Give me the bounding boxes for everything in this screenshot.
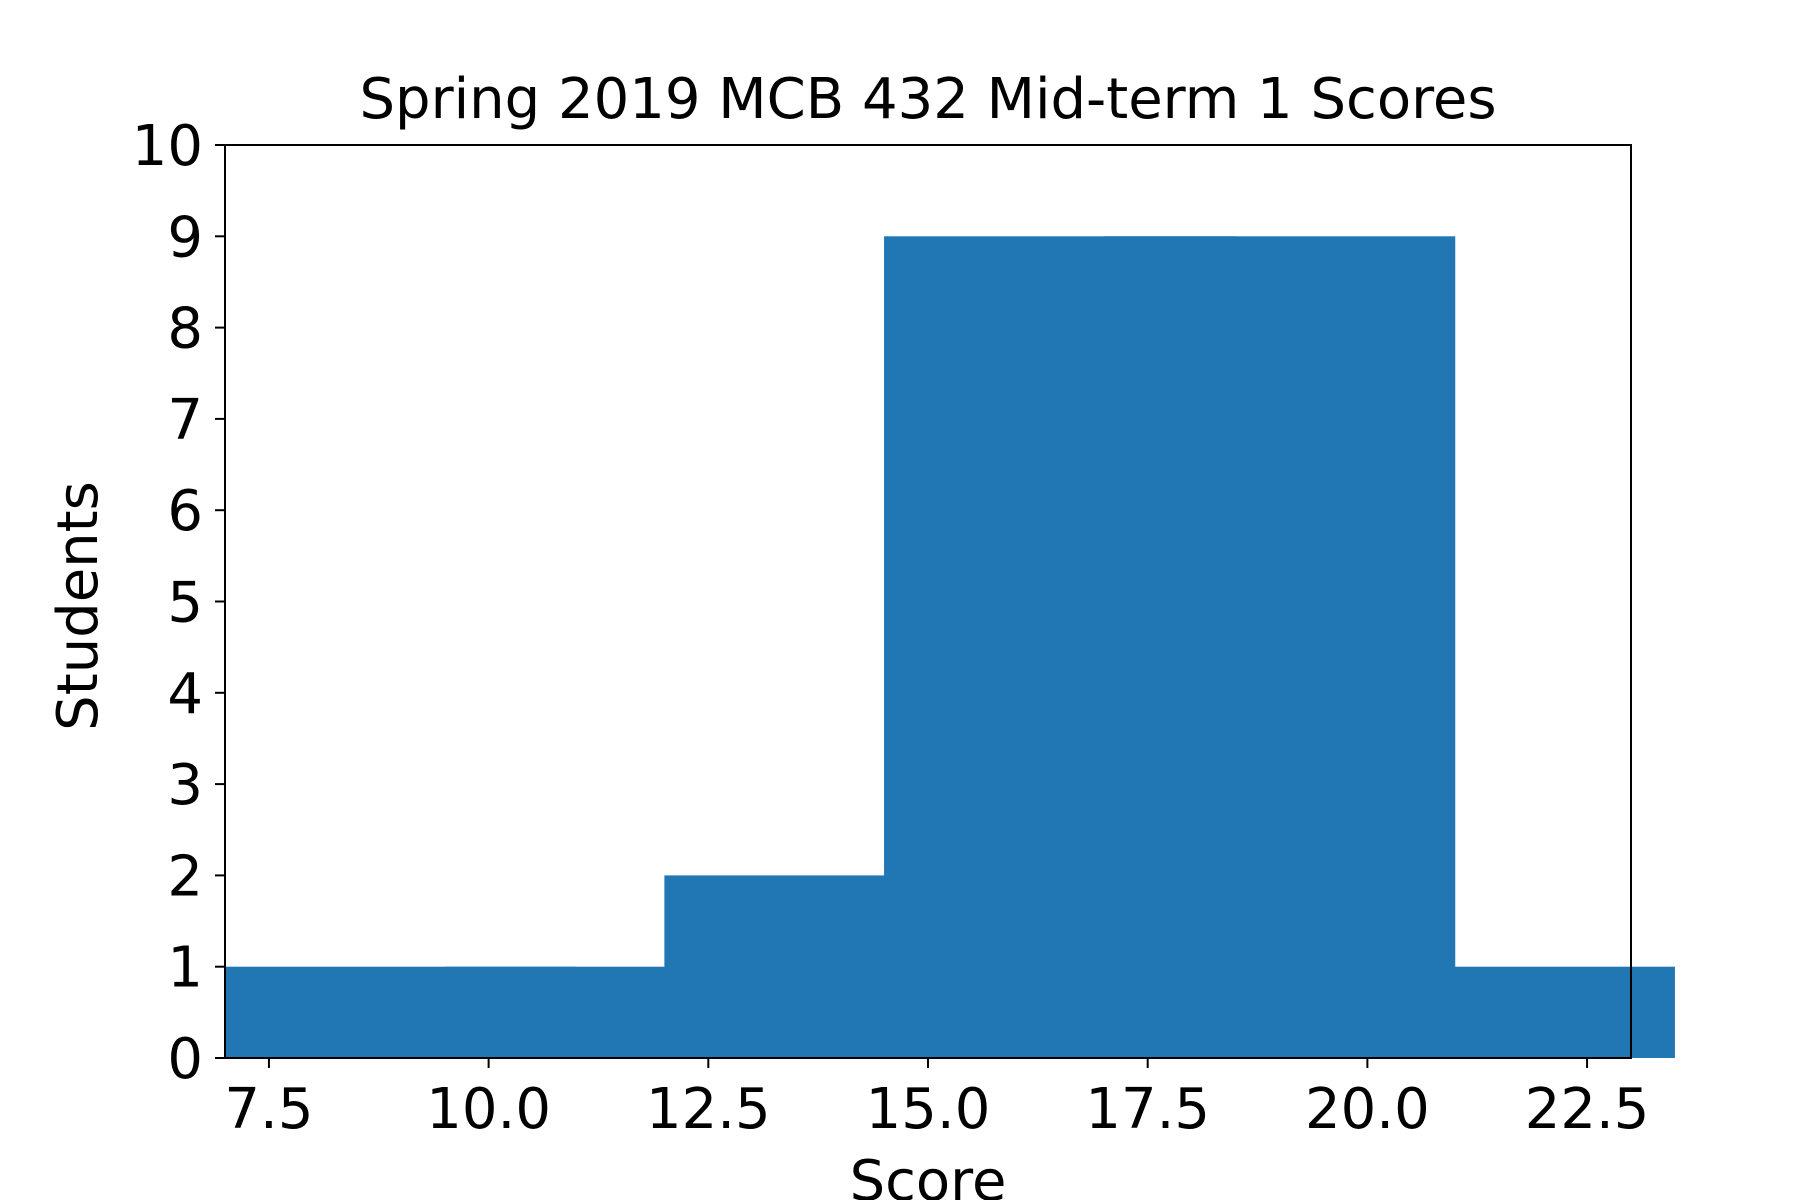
x-tick-label-4: 17.5: [1085, 1077, 1210, 1142]
bar-5: [1323, 966, 1675, 1058]
x-tick-label-2: 12.5: [646, 1077, 771, 1142]
y-tick-label-1: 1: [167, 936, 203, 1001]
plot-area: 7.5 10.0 12.5 15.0 17.5 20.0 22.5 0 1 2 3 4 5 6 7 8 9 10: [132, 114, 1675, 1142]
x-tick-label-0: 7.5: [224, 1077, 313, 1142]
y-tick-label-8: 8: [167, 297, 203, 362]
y-tick-label-7: 7: [167, 388, 203, 453]
y-tick-label-0: 0: [167, 1027, 203, 1092]
x-tick-label-3: 15.0: [866, 1077, 991, 1142]
y-tick-label-9: 9: [167, 205, 203, 270]
x-tick-label-1: 10.0: [426, 1077, 551, 1142]
x-tick-label-6: 22.5: [1525, 1077, 1650, 1142]
y-tick-label-4: 4: [167, 662, 203, 727]
y-tick-label-5: 5: [167, 571, 203, 636]
y-tick-label-6: 6: [167, 479, 203, 544]
y-tick-label-3: 3: [167, 753, 203, 818]
chart-title: Spring 2019 MCB 432 Mid-term 1 Scores: [359, 67, 1496, 132]
y-axis-label: Students: [46, 481, 111, 731]
x-axis-label: Score: [850, 1149, 1007, 1200]
bar-4: [1103, 236, 1456, 1059]
x-tick-label-5: 20.0: [1305, 1077, 1430, 1142]
y-tick-label-2: 2: [167, 844, 203, 909]
y-tick-label-10: 10: [132, 114, 203, 179]
